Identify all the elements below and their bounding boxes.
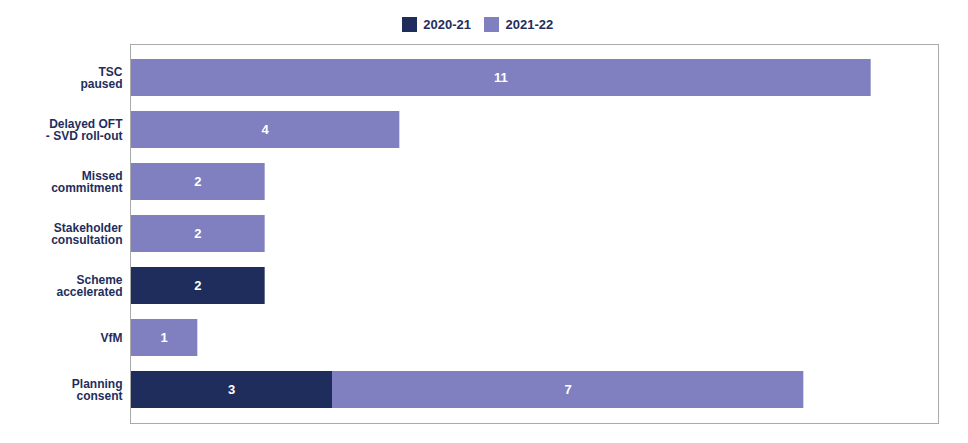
svg-text:Planningconsent: Planningconsent xyxy=(72,377,123,403)
svg-text:4: 4 xyxy=(262,122,270,137)
svg-text:11: 11 xyxy=(494,70,508,85)
svg-text:3: 3 xyxy=(228,382,235,397)
svg-text:7: 7 xyxy=(565,382,572,397)
svg-text:TSCpaused: TSCpaused xyxy=(80,65,122,91)
svg-text:2: 2 xyxy=(194,174,201,189)
svg-text:2: 2 xyxy=(194,278,201,293)
html-text:2021-22: 2021-22 xyxy=(505,17,554,32)
svg-text:Delayed OFT- SVD roll-out: Delayed OFT- SVD roll-out xyxy=(46,117,123,143)
svg-text:Schemeaccelerated: Schemeaccelerated xyxy=(56,273,122,299)
svg-text:VfM: VfM xyxy=(101,331,123,345)
svg-text:Missedcommitment: Missedcommitment xyxy=(51,169,122,195)
html-text:2020-21: 2020-21 xyxy=(423,17,471,32)
svg-text:Stakeholderconsultation: Stakeholderconsultation xyxy=(51,221,123,247)
svg-text:1: 1 xyxy=(161,330,168,345)
svg-text:2: 2 xyxy=(194,226,201,241)
